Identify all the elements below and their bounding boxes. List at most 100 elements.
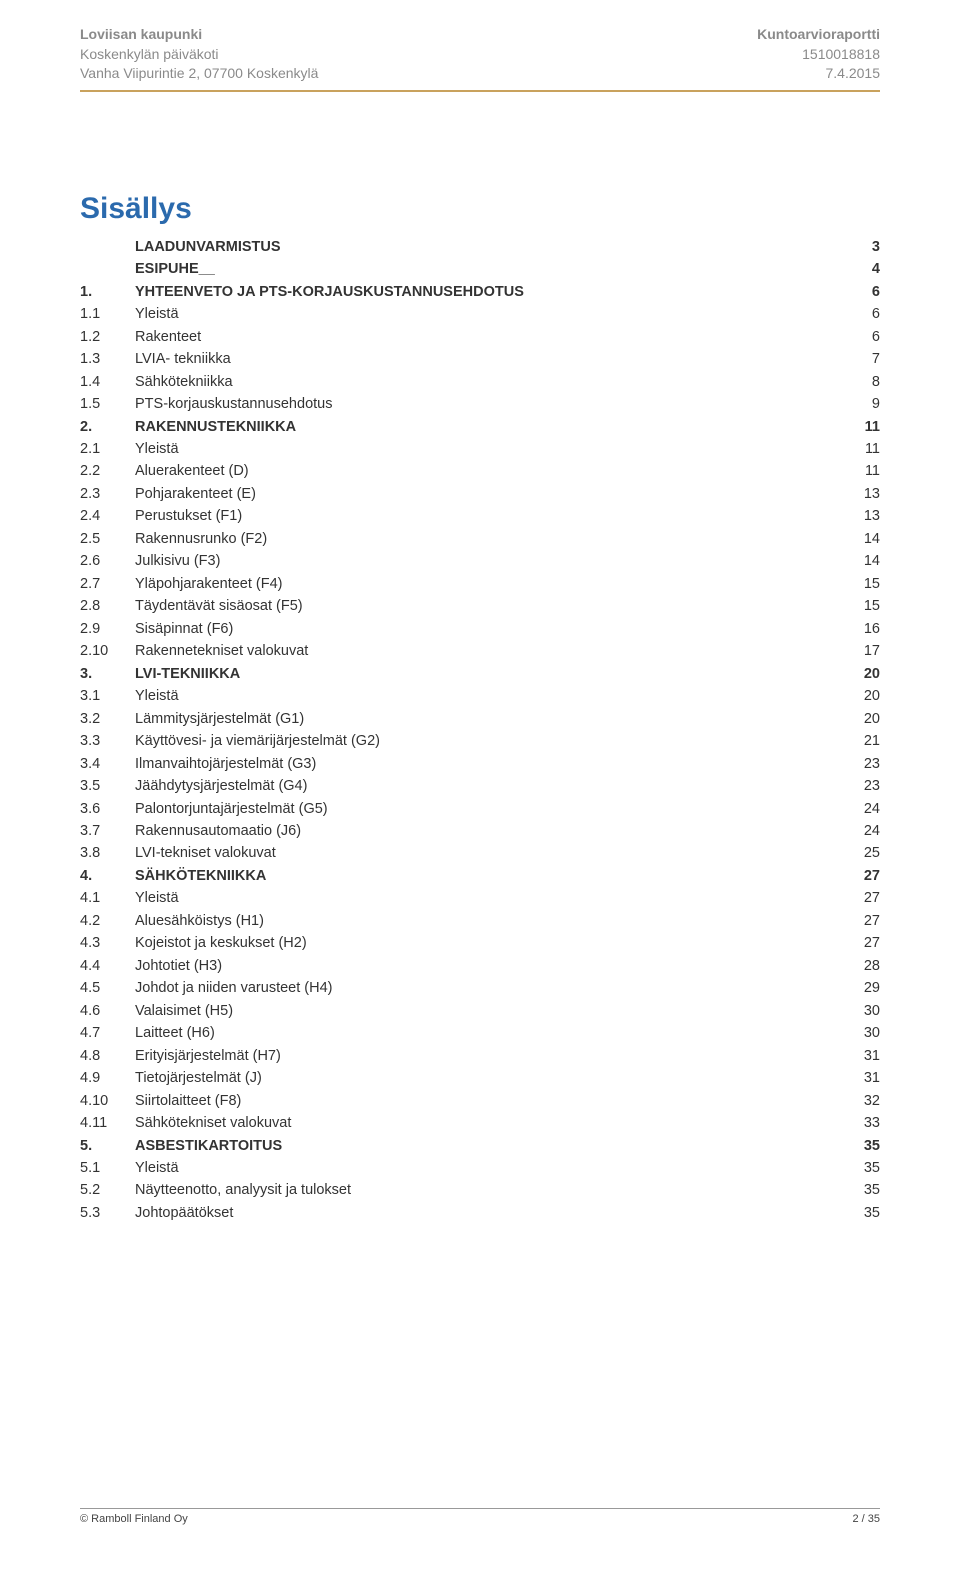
toc-row-page: 31 bbox=[840, 1045, 880, 1067]
toc-row-page: 35 bbox=[840, 1157, 880, 1179]
toc-row-number: 2.1 bbox=[80, 438, 135, 460]
toc-row: 3.2Lämmitysjärjestelmät (G1)20 bbox=[80, 708, 880, 730]
toc-row-number: 4.7 bbox=[80, 1022, 135, 1044]
toc-row: 2.4Perustukset (F1)13 bbox=[80, 505, 880, 527]
toc-row-page: 11 bbox=[840, 438, 880, 460]
toc-row-number: 4.5 bbox=[80, 977, 135, 999]
toc-row-page: 30 bbox=[840, 1022, 880, 1044]
toc-row-label: Rakennusrunko (F2) bbox=[135, 528, 840, 550]
toc-row-number: 2.2 bbox=[80, 460, 135, 482]
toc-row-page: 4 bbox=[840, 258, 880, 280]
toc-row-number: 5.3 bbox=[80, 1202, 135, 1224]
toc-row: 3.5Jäähdytysjärjestelmät (G4)23 bbox=[80, 775, 880, 797]
header-right: Kuntoarvioraportti 1510018818 7.4.2015 bbox=[757, 25, 880, 84]
toc-row-label: LAADUNVARMISTUS bbox=[135, 236, 840, 258]
toc-row-number: 5. bbox=[80, 1135, 135, 1157]
toc-row-number: 4.6 bbox=[80, 1000, 135, 1022]
toc-row-page: 31 bbox=[840, 1067, 880, 1089]
toc-row-label: Sähkötekniikka bbox=[135, 371, 840, 393]
toc-row-label: Palontorjuntajärjestelmät (G5) bbox=[135, 798, 840, 820]
toc-row: 4.2Aluesähköistys (H1)27 bbox=[80, 910, 880, 932]
toc-title: Sisällys bbox=[80, 192, 880, 226]
toc-row-page: 6 bbox=[840, 281, 880, 303]
toc-row: 1.3LVIA- tekniikka7 bbox=[80, 348, 880, 370]
toc-row-page: 30 bbox=[840, 1000, 880, 1022]
toc-row: 3.7Rakennusautomaatio (J6)24 bbox=[80, 820, 880, 842]
toc-row-number: 3.5 bbox=[80, 775, 135, 797]
toc-row-page: 21 bbox=[840, 730, 880, 752]
toc-row: 4.4Johtotiet (H3)28 bbox=[80, 955, 880, 977]
toc-row-label: Johdot ja niiden varusteet (H4) bbox=[135, 977, 840, 999]
toc-row: 4.6Valaisimet (H5)30 bbox=[80, 1000, 880, 1022]
toc-row: 4.10Siirtolaitteet (F8)32 bbox=[80, 1090, 880, 1112]
toc-row-number: 2.10 bbox=[80, 640, 135, 662]
toc-row-label: LVIA- tekniikka bbox=[135, 348, 840, 370]
toc-row-number: 5.1 bbox=[80, 1157, 135, 1179]
toc-row: 5.1Yleistä35 bbox=[80, 1157, 880, 1179]
toc-row: 2.6Julkisivu (F3)14 bbox=[80, 550, 880, 572]
toc-row-number: 1.4 bbox=[80, 371, 135, 393]
toc-row: 1.4Sähkötekniikka8 bbox=[80, 371, 880, 393]
toc-row-page: 6 bbox=[840, 326, 880, 348]
toc-row-label: Yleistä bbox=[135, 685, 840, 707]
toc-row: 2.RAKENNUSTEKNIIKKA11 bbox=[80, 416, 880, 438]
toc-row: 4.9Tietojärjestelmät (J)31 bbox=[80, 1067, 880, 1089]
toc-row-number: 2.8 bbox=[80, 595, 135, 617]
toc-row: 2.3Pohjarakenteet (E)13 bbox=[80, 483, 880, 505]
toc-row: 1.1Yleistä6 bbox=[80, 303, 880, 325]
toc-row-page: 8 bbox=[840, 371, 880, 393]
page-footer: © Ramboll Finland Oy 2 / 35 bbox=[80, 1508, 880, 1525]
toc-row-number: 3. bbox=[80, 663, 135, 685]
toc-row-page: 33 bbox=[840, 1112, 880, 1134]
header-report-type: Kuntoarvioraportti bbox=[757, 25, 880, 45]
toc-row-label: Täydentävät sisäosat (F5) bbox=[135, 595, 840, 617]
toc-row-number: 1. bbox=[80, 281, 135, 303]
toc-row-number: 2.7 bbox=[80, 573, 135, 595]
toc-row: 3.LVI-TEKNIIKKA20 bbox=[80, 663, 880, 685]
page-header: Loviisan kaupunki Koskenkylän päiväkoti … bbox=[80, 25, 880, 92]
footer-page-number: 2 / 35 bbox=[852, 1513, 880, 1525]
toc-row-label: Johtopäätökset bbox=[135, 1202, 840, 1224]
toc-row-page: 24 bbox=[840, 798, 880, 820]
footer-copyright: © Ramboll Finland Oy bbox=[80, 1513, 188, 1525]
toc-row-label: SÄHKÖTEKNIIKKA bbox=[135, 865, 840, 887]
toc-row-number: 4. bbox=[80, 865, 135, 887]
toc-row-label: Pohjarakenteet (E) bbox=[135, 483, 840, 505]
toc-row-number: 4.11 bbox=[80, 1112, 135, 1134]
toc-row-page: 24 bbox=[840, 820, 880, 842]
toc-row-number: 1.1 bbox=[80, 303, 135, 325]
toc-row-page: 35 bbox=[840, 1202, 880, 1224]
toc-row-label: Yleistä bbox=[135, 438, 840, 460]
toc-row: 5.2Näytteenotto, analyysit ja tulokset35 bbox=[80, 1179, 880, 1201]
toc-row-label: YHTEENVETO JA PTS-KORJAUSKUSTANNUSEHDOTU… bbox=[135, 281, 840, 303]
toc-row-page: 6 bbox=[840, 303, 880, 325]
toc-row-number: 2.5 bbox=[80, 528, 135, 550]
toc-row: 4.3Kojeistot ja keskukset (H2)27 bbox=[80, 932, 880, 954]
toc-row-page: 20 bbox=[840, 663, 880, 685]
toc-row: 4.SÄHKÖTEKNIIKKA27 bbox=[80, 865, 880, 887]
toc-row-number: 3.6 bbox=[80, 798, 135, 820]
toc-row-label: RAKENNUSTEKNIIKKA bbox=[135, 416, 840, 438]
toc-row-page: 23 bbox=[840, 775, 880, 797]
toc-row-page: 9 bbox=[840, 393, 880, 415]
page: Loviisan kaupunki Koskenkylän päiväkoti … bbox=[40, 0, 920, 1540]
toc-row-label: LVI-TEKNIIKKA bbox=[135, 663, 840, 685]
toc-row-label: Jäähdytysjärjestelmät (G4) bbox=[135, 775, 840, 797]
toc-row-page: 11 bbox=[840, 416, 880, 438]
toc-row-label: Johtotiet (H3) bbox=[135, 955, 840, 977]
toc-row: 1.5PTS-korjauskustannusehdotus9 bbox=[80, 393, 880, 415]
toc-row-number: 3.3 bbox=[80, 730, 135, 752]
toc-row-label: Aluesähköistys (H1) bbox=[135, 910, 840, 932]
toc-row-page: 32 bbox=[840, 1090, 880, 1112]
toc-row: 5.ASBESTIKARTOITUS35 bbox=[80, 1135, 880, 1157]
toc-row: 3.4Ilmanvaihtojärjestelmät (G3)23 bbox=[80, 753, 880, 775]
toc-row-label: Näytteenotto, analyysit ja tulokset bbox=[135, 1179, 840, 1201]
toc-row-number: 4.10 bbox=[80, 1090, 135, 1112]
toc-row-page: 17 bbox=[840, 640, 880, 662]
toc-row-label: Rakennetekniset valokuvat bbox=[135, 640, 840, 662]
toc-row: LAADUNVARMISTUS3 bbox=[80, 236, 880, 258]
toc-row-page: 35 bbox=[840, 1135, 880, 1157]
toc-row-label: Yläpohjarakenteet (F4) bbox=[135, 573, 840, 595]
toc-row-page: 27 bbox=[840, 865, 880, 887]
toc-row-page: 27 bbox=[840, 887, 880, 909]
